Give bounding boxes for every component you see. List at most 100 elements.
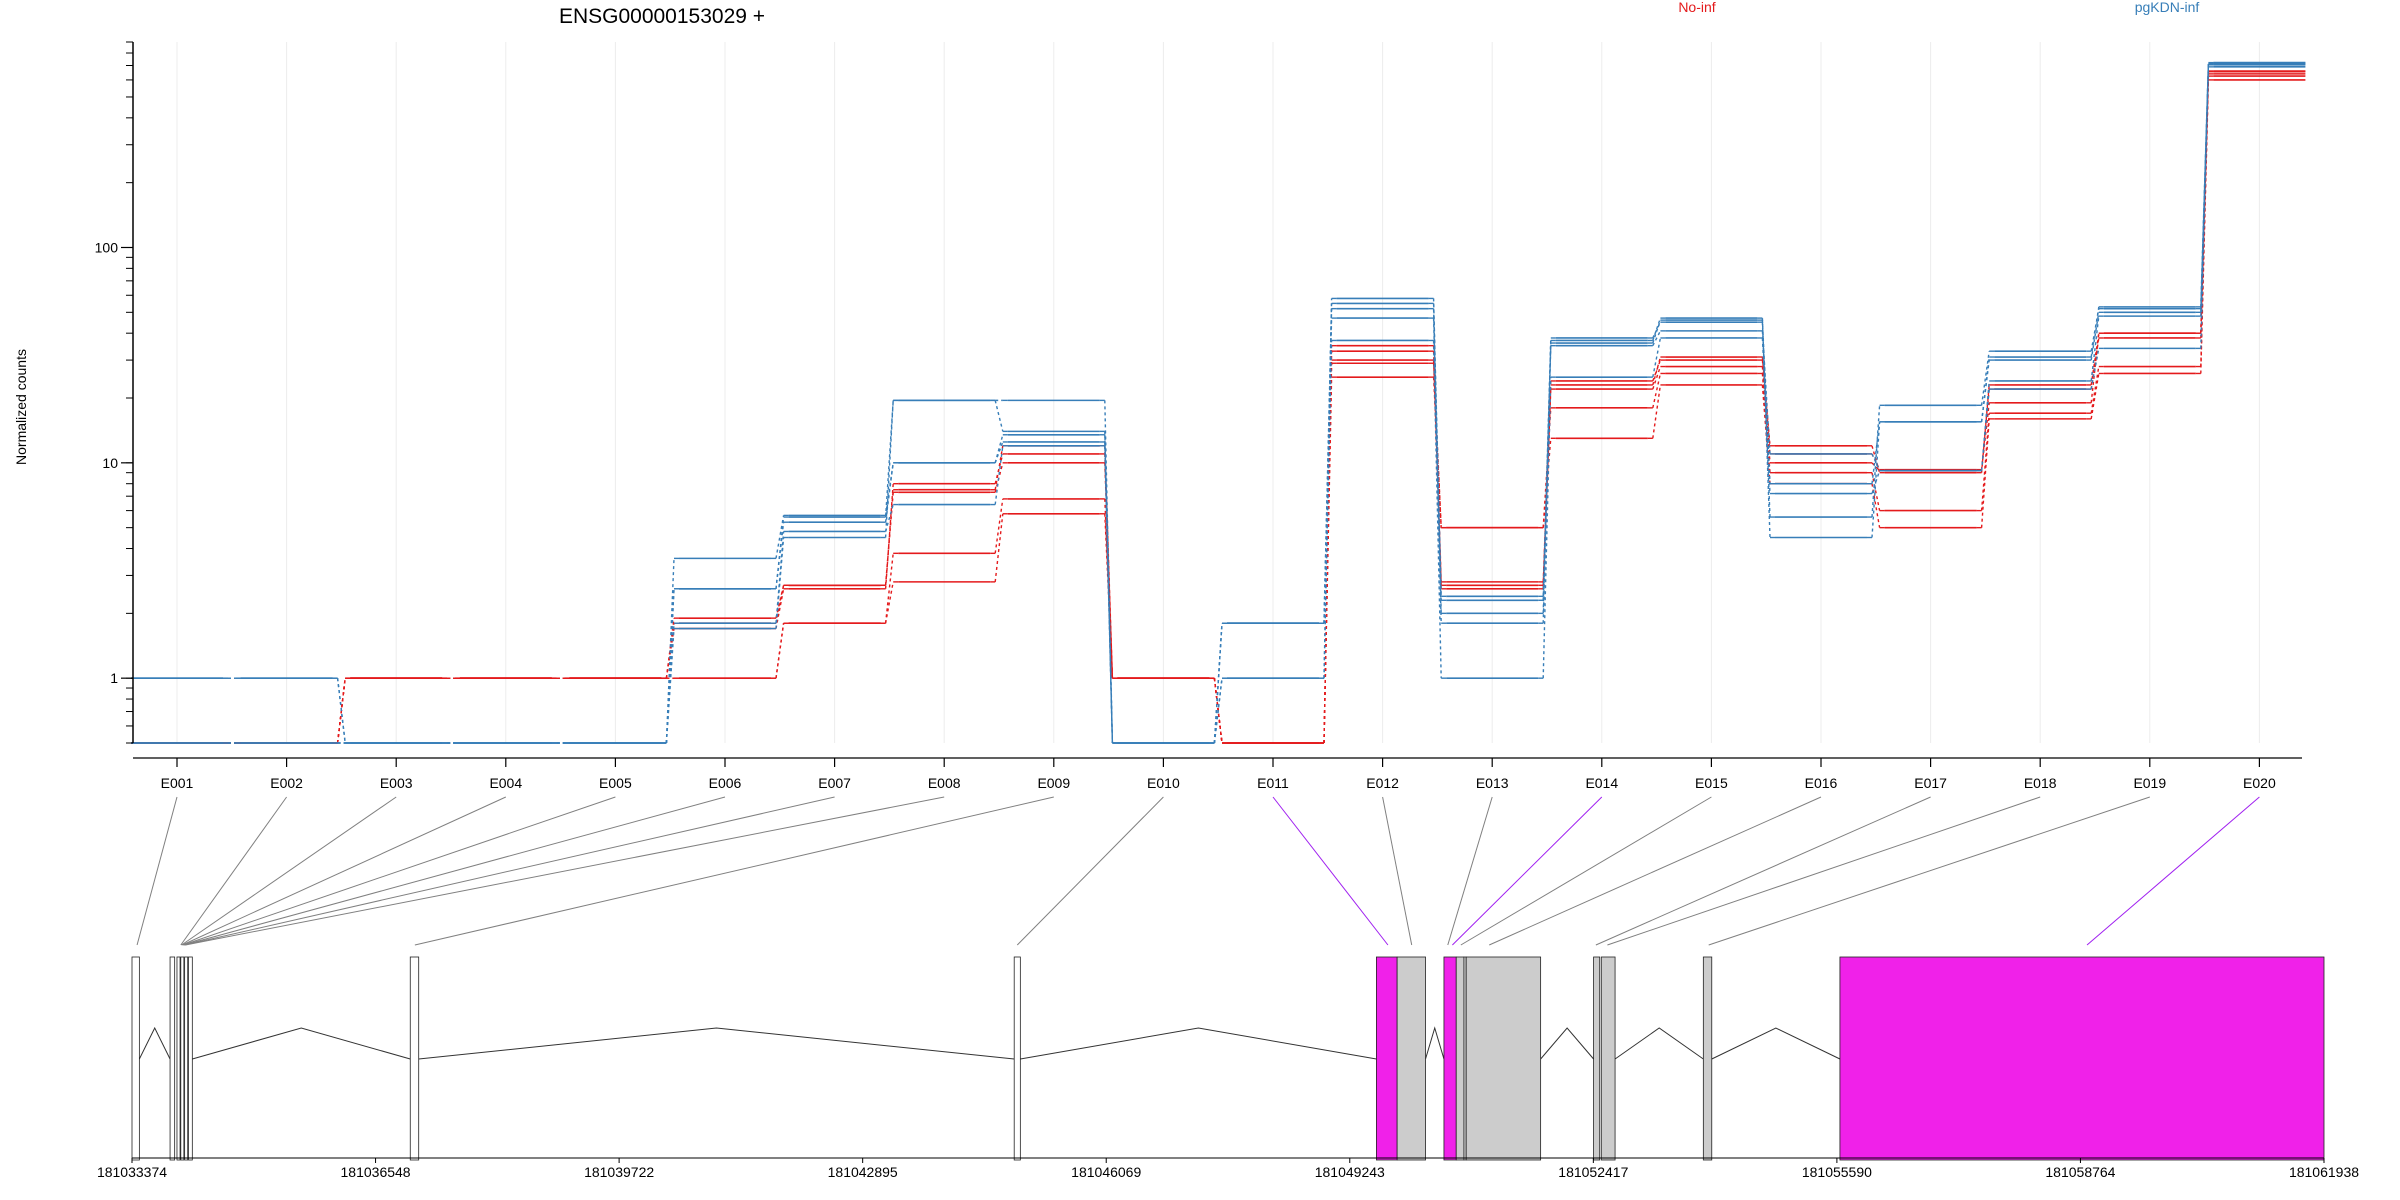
x-tick-label-e003: E003 — [380, 775, 413, 791]
x-tick-label-e009: E009 — [1037, 775, 1070, 791]
connector-e016 — [1489, 796, 1822, 946]
series-1-connector — [994, 513, 1004, 582]
x-tick-label-e010: E010 — [1147, 775, 1180, 791]
series-6-connector — [994, 445, 1004, 505]
x-tick-label-e016: E016 — [1805, 775, 1838, 791]
exon-box-15 — [1593, 956, 1601, 1161]
intron-line — [1540, 1027, 1594, 1060]
connector-e013 — [1447, 796, 1493, 946]
connector-e015 — [1460, 796, 1712, 946]
connector-e009 — [414, 796, 1054, 946]
coord-tick-label: 181046069 — [1071, 1164, 1141, 1180]
series-10-connector — [1542, 340, 1552, 601]
connector-e002 — [180, 796, 288, 946]
connector-e012 — [1382, 796, 1413, 946]
series-7-connector — [994, 441, 1004, 464]
series-2-connector — [775, 623, 785, 679]
x-tick-label-e012: E012 — [1366, 775, 1399, 791]
series-6-connector — [1652, 337, 1662, 378]
series-4-connector — [1871, 445, 1881, 473]
series-6-connector — [1542, 377, 1552, 679]
intron-line — [1711, 1027, 1841, 1060]
series-9-connector — [994, 400, 1004, 432]
x-tick-label-e007: E007 — [818, 775, 851, 791]
exon-box-6 — [188, 956, 193, 1161]
exon-box-9 — [1376, 956, 1398, 1161]
y-tick-label: 10 — [102, 455, 118, 471]
exon-boxes — [131, 956, 2325, 1161]
exon-box-18 — [1839, 956, 2325, 1161]
coord-tick-label: 181055590 — [1802, 1164, 1872, 1180]
connector-e017 — [1595, 796, 1931, 946]
series-2-connector — [2090, 366, 2100, 414]
x-tick-label-e002: E002 — [270, 775, 303, 791]
x-tick-label-e005: E005 — [599, 775, 632, 791]
series-5-no-inf — [131, 70, 2306, 744]
series-2-connector — [1871, 472, 1881, 511]
series-10-connector — [1871, 421, 1881, 538]
intron-line — [418, 1027, 1015, 1060]
exon-box-17 — [1702, 956, 1713, 1161]
bin-connectors — [136, 796, 2260, 946]
series-9-connector — [1213, 623, 1223, 744]
coord-tick-label: 181036548 — [341, 1164, 411, 1180]
series-6-connector — [2090, 348, 2100, 390]
series-7-pgkdn-inf — [131, 64, 2306, 744]
series-10-connector — [1652, 317, 1662, 341]
x-tick-label-e011: E011 — [1257, 775, 1289, 791]
connector-e011 — [1272, 796, 1389, 946]
coord-tick-label: 181042895 — [828, 1164, 898, 1180]
y-axis: 1 10 100 — [95, 41, 133, 744]
series-5-connector — [1761, 360, 1771, 454]
series-9-pgkdn-inf — [131, 62, 2306, 744]
series-3-connector — [994, 462, 1004, 493]
series-1-connector — [1652, 384, 1662, 439]
series-10-connector — [1213, 678, 1223, 744]
series-10-connector — [1761, 318, 1771, 538]
exon-box-7 — [409, 956, 420, 1161]
series-2-connector — [1980, 413, 1990, 511]
intron-line — [138, 1026, 171, 1060]
series-9-connector — [1432, 303, 1442, 614]
series-lines — [131, 61, 2306, 744]
exon-box-2 — [169, 956, 176, 1161]
series-8-pgkdn-inf — [131, 63, 2306, 744]
legend-label-no-inf: No-inf — [1678, 0, 1715, 15]
series-6-connector — [884, 504, 894, 532]
x-tick-label-e018: E018 — [2024, 775, 2057, 791]
exon-box-14 — [1465, 956, 1542, 1161]
series-9-connector — [884, 400, 894, 518]
series-1-connector — [2090, 373, 2100, 419]
series-5-connector — [884, 489, 894, 586]
series-1-no-inf — [131, 79, 2306, 744]
y-tick-label: 100 — [95, 239, 119, 255]
intron-line — [1425, 1026, 1445, 1060]
exon-box-4 — [180, 956, 185, 1161]
grid-lines — [176, 42, 2260, 743]
series-4-no-inf — [131, 70, 2306, 744]
legend-label-pgkdn-inf: pgKDN-inf — [2135, 0, 2200, 15]
series-7-connector — [1652, 330, 1662, 346]
x-tick-label-e019: E019 — [2133, 775, 2166, 791]
x-tick-label-e004: E004 — [489, 775, 522, 791]
exon-box-16 — [1600, 956, 1616, 1161]
x-tick-label-e001: E001 — [161, 775, 194, 791]
connector-e008 — [185, 796, 945, 946]
connector-e014 — [1452, 796, 1603, 946]
connector-e004 — [182, 796, 507, 946]
connector-e001 — [136, 796, 178, 946]
series-6-connector — [1761, 337, 1771, 494]
connector-e019 — [1708, 796, 2150, 946]
series-4-connector — [1323, 351, 1333, 744]
coordinate-axis: 181033374 181036548 181039722 181042895 1810… — [97, 1158, 2359, 1180]
connector-e003 — [181, 796, 397, 946]
series-3-connector — [1980, 402, 1990, 471]
connector-e020 — [2086, 796, 2260, 946]
connector-e005 — [182, 796, 616, 946]
series-7-connector — [1980, 380, 1990, 471]
series-5-connector — [1652, 359, 1662, 382]
series-10-connector — [2090, 306, 2100, 358]
series-9-connector — [1652, 321, 1662, 339]
coord-tick-label: 181052417 — [1558, 1164, 1628, 1180]
